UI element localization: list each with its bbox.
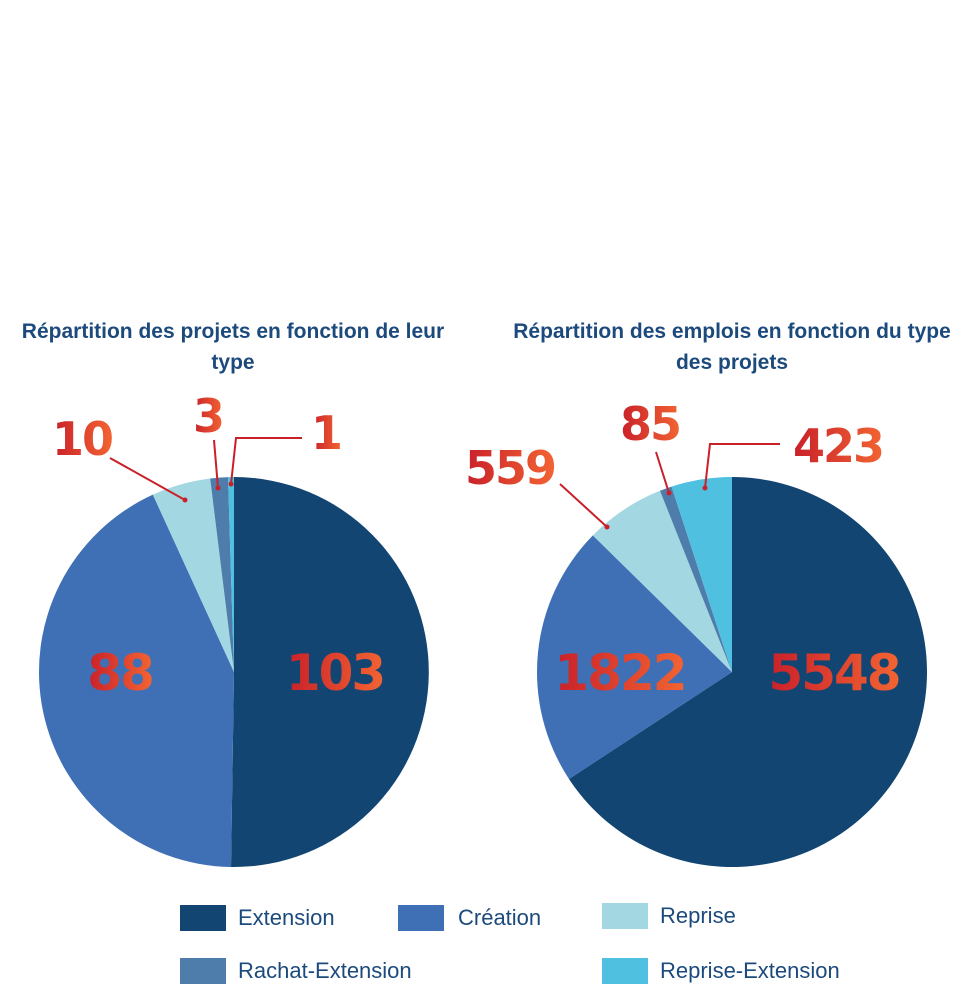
pie-slice-reprise-extension bbox=[671, 477, 732, 672]
data-label-extension: 103 bbox=[286, 644, 384, 702]
legend-label-rachat-extension: Rachat-Extension bbox=[238, 958, 412, 983]
legend-label-creation: Création bbox=[458, 905, 542, 930]
legend-swatch-reprise-extension bbox=[602, 958, 648, 984]
pie-slice-extension bbox=[568, 477, 927, 867]
data-label-reprise: 10 bbox=[52, 412, 112, 466]
pie-slice-creation bbox=[536, 535, 732, 779]
leader-dot-reprise bbox=[604, 524, 610, 530]
data-label-reprise-extension: 1 bbox=[311, 406, 341, 460]
data-label-creation: 88 bbox=[87, 644, 153, 702]
pie-slice-reprise bbox=[592, 490, 732, 672]
data-label-reprise-extension: 423 bbox=[793, 419, 883, 473]
legend-item-creation: Création bbox=[398, 903, 541, 933]
data-label-rachat-extension: 85 bbox=[620, 397, 680, 451]
data-label-rachat-extension: 3 bbox=[193, 389, 223, 443]
data-label-creation: 1822 bbox=[554, 644, 685, 702]
leader-dot-rachat-extension bbox=[666, 490, 672, 496]
leader-line-reprise bbox=[109, 457, 186, 501]
chart-title-projects: Répartition des projets en fonction de l… bbox=[21, 320, 445, 374]
leader-line-reprise bbox=[559, 483, 608, 528]
leader-dot-reprise bbox=[182, 497, 188, 503]
data-label-extension: 5548 bbox=[768, 644, 899, 702]
legend-item-extension: Extension bbox=[180, 903, 335, 933]
legend-item-reprise: Reprise bbox=[602, 901, 736, 931]
leader-dot-rachat-extension bbox=[215, 485, 221, 491]
pie-slice-reprise-extension bbox=[228, 477, 234, 672]
legend-item-rachat-extension: Rachat-Extension bbox=[180, 956, 412, 986]
pie-slice-rachat-extension bbox=[210, 477, 234, 672]
leader-line-rachat-extension bbox=[213, 439, 219, 489]
legend-label-extension: Extension bbox=[238, 905, 335, 930]
legend-swatch-extension bbox=[180, 905, 226, 931]
legend-swatch-creation bbox=[398, 905, 444, 931]
pie-slice-extension bbox=[231, 477, 429, 867]
pie-chart-jobs: 5548 1822 559 85 423 bbox=[465, 397, 927, 867]
leader-line-reprise-extension bbox=[230, 437, 302, 485]
legend-swatch-rachat-extension bbox=[180, 958, 226, 984]
leader-dot-reprise-extension bbox=[228, 481, 234, 487]
pie-slice-reprise bbox=[152, 478, 234, 672]
leader-dot-reprise-extension bbox=[702, 485, 708, 491]
data-label-reprise: 559 bbox=[465, 441, 555, 495]
leader-line-reprise-extension bbox=[704, 443, 780, 489]
legend-label-reprise: Reprise bbox=[660, 903, 736, 928]
pie-slice-rachat-extension bbox=[659, 486, 732, 672]
legend-item-reprise-extension: Reprise-Extension bbox=[602, 956, 840, 986]
pie-slice-creation bbox=[38, 494, 234, 867]
chart-title-jobs: Répartition des emplois en fonction du t… bbox=[513, 320, 951, 374]
legend-swatch-reprise bbox=[602, 903, 648, 929]
legend-label-reprise-extension: Reprise-Extension bbox=[660, 958, 840, 983]
leader-line-rachat-extension bbox=[655, 451, 670, 494]
